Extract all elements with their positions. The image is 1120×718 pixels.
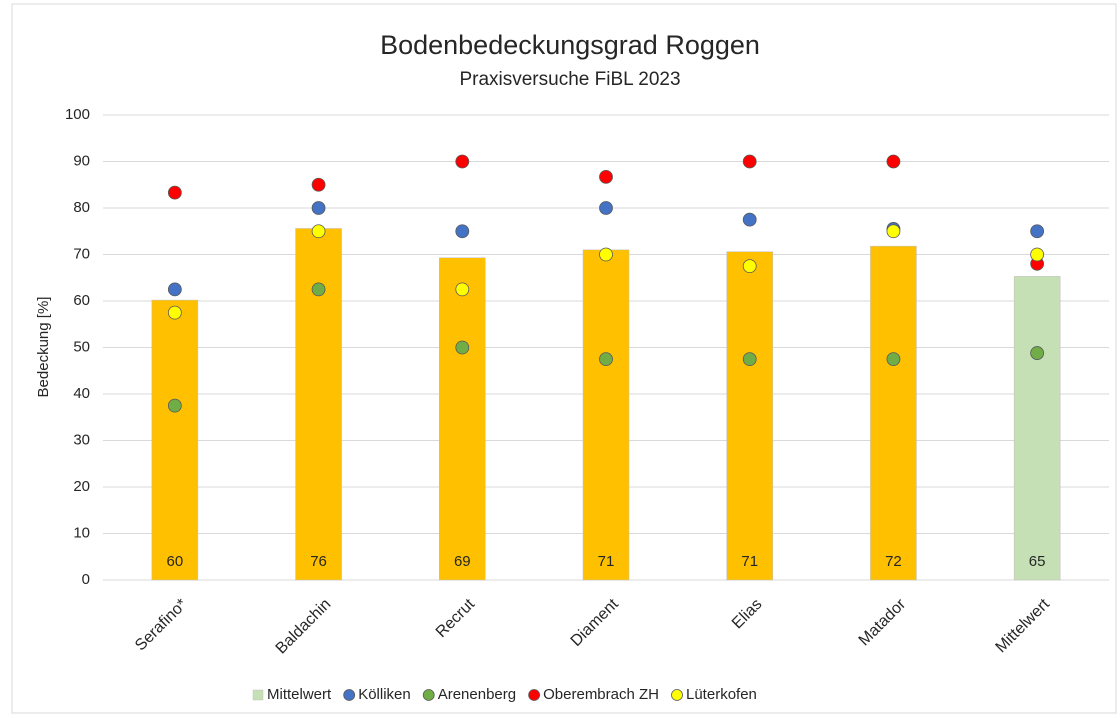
data-point — [455, 224, 470, 239]
legend-label: Mittelwert — [267, 686, 332, 703]
data-point — [599, 352, 613, 367]
bar — [439, 257, 486, 581]
data-point — [311, 177, 326, 192]
data-point — [599, 201, 613, 215]
y-tick-label: 20 — [73, 478, 90, 495]
data-point — [167, 185, 182, 200]
data-point — [1030, 247, 1045, 262]
value-label: 76 — [310, 553, 327, 570]
data-point — [455, 154, 470, 169]
value-label: 71 — [741, 553, 758, 570]
data-point — [742, 259, 757, 274]
data-point — [886, 224, 901, 239]
value-label: 69 — [454, 553, 471, 570]
legend-swatch — [671, 689, 683, 701]
data-point — [167, 282, 182, 297]
legend-label: Lüterkofen — [686, 686, 757, 703]
legend-swatch — [252, 689, 264, 701]
y-tick-label: 90 — [73, 152, 90, 169]
data-point — [455, 282, 470, 297]
legend-label: Kölliken — [358, 686, 411, 703]
data-point — [742, 352, 757, 367]
y-tick-label: 10 — [73, 524, 90, 541]
value-label: 71 — [598, 553, 615, 570]
y-tick-label: 50 — [73, 338, 90, 355]
data-point — [1030, 346, 1045, 360]
data-point — [886, 352, 901, 367]
bar — [151, 299, 199, 581]
value-label: 72 — [885, 553, 902, 570]
data-point — [742, 154, 757, 169]
data-point — [167, 305, 182, 320]
legend-swatch — [422, 689, 435, 701]
data-point — [311, 201, 326, 215]
data-point — [167, 398, 182, 413]
bar — [582, 249, 630, 581]
data-point — [742, 212, 757, 227]
data-point — [599, 247, 613, 262]
data-point — [311, 224, 326, 239]
data-point — [886, 154, 901, 169]
bar — [870, 245, 917, 581]
legend-swatch — [528, 689, 541, 701]
chart-title: Bodenbedeckungsgrad Roggen — [380, 30, 760, 60]
bar — [295, 228, 342, 581]
data-point — [1030, 224, 1045, 239]
y-tick-label: 100 — [65, 106, 90, 123]
value-label: 65 — [1029, 553, 1046, 570]
data-point — [455, 340, 470, 355]
legend-swatch — [343, 689, 356, 701]
bar — [726, 251, 773, 581]
y-tick-label: 40 — [73, 385, 90, 402]
value-label: 60 — [167, 553, 184, 570]
legend-label: Oberembrach ZH — [543, 686, 659, 703]
chart-subtitle: Praxisversuche FiBL 2023 — [459, 69, 680, 90]
y-tick-label: 30 — [73, 431, 90, 448]
y-axis-label: Bedeckung [%] — [35, 297, 52, 398]
data-point — [599, 169, 613, 184]
bar — [1013, 276, 1061, 581]
data-point — [311, 282, 326, 297]
y-tick-label: 70 — [73, 245, 90, 262]
y-tick-label: 80 — [73, 199, 90, 216]
legend-label: Arenenberg — [438, 686, 516, 703]
y-tick-label: 60 — [73, 292, 90, 309]
y-tick-label: 0 — [82, 571, 90, 588]
